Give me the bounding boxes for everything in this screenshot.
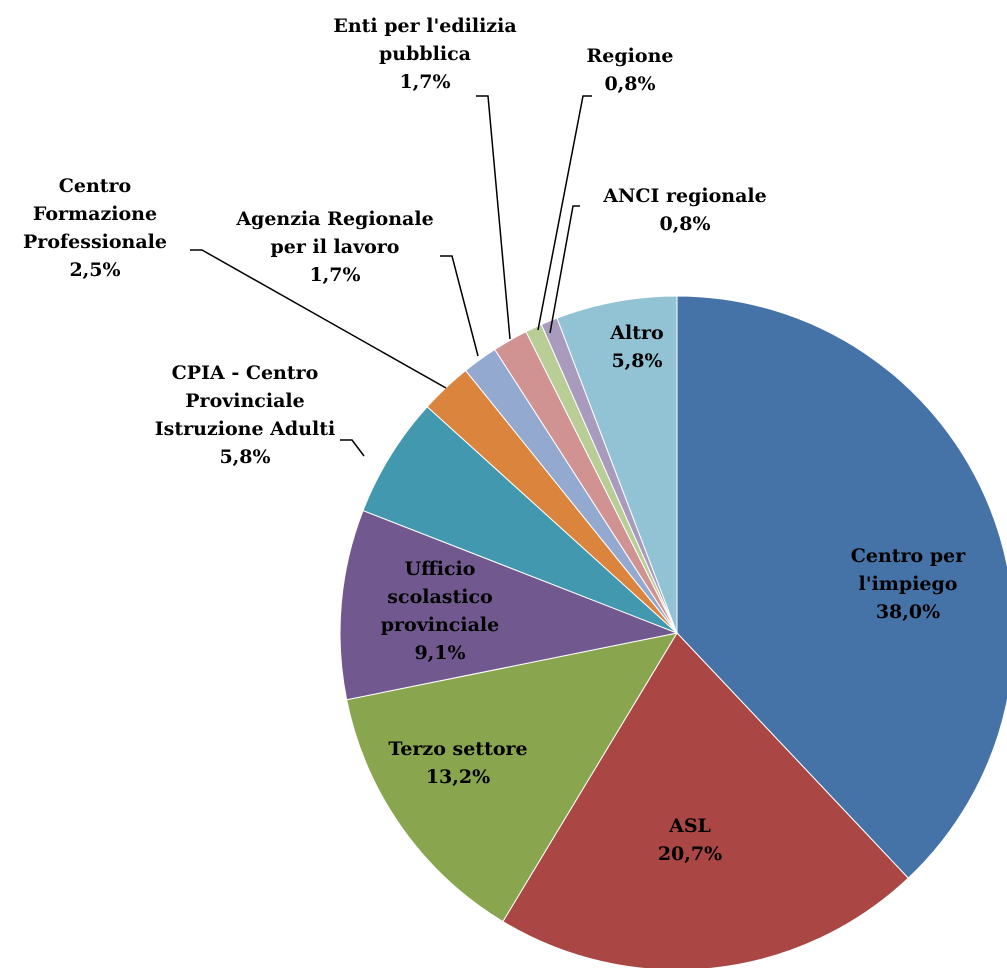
slice-label: Centro Formazione Professionale 2,5% <box>0 172 190 284</box>
slice-label: Altro 5,8% <box>597 319 677 375</box>
category-name: Regione <box>586 45 674 67</box>
value-label: 13,2% <box>425 766 491 788</box>
slice-label: CPIA - Centro Provinciale Istruzione Adu… <box>130 359 360 471</box>
slice-label: Centro per l'impiego 38,0% <box>823 542 993 626</box>
leader-line <box>440 255 479 357</box>
leader-line <box>340 439 365 457</box>
category-name: ANCI regionale <box>603 185 767 207</box>
slice-label: Regione 0,8% <box>575 42 685 98</box>
slice-label: Enti per l'edilizia pubblica 1,7% <box>300 12 550 96</box>
value-label: 20,7% <box>657 843 723 865</box>
category-name: Terzo settore <box>388 738 528 760</box>
slice-label: ASL 20,7% <box>630 812 750 868</box>
pie-slice <box>556 295 678 634</box>
category-name: Ufficio scolastico provinciale <box>380 558 500 636</box>
value-label: 0,8% <box>659 213 711 235</box>
category-name: CPIA - Centro Provinciale Istruzione Adu… <box>154 362 336 440</box>
leader-line <box>549 205 580 334</box>
slice-label: Ufficio scolastico provinciale 9,1% <box>370 555 510 667</box>
pie-slice <box>362 406 678 634</box>
leader-line <box>537 95 592 331</box>
value-label: 5,8% <box>611 350 663 372</box>
pie-slice <box>339 509 679 701</box>
leader-line <box>476 95 511 340</box>
category-name: Agenzia Regionale per il lavoro <box>236 208 434 258</box>
slice-label: Agenzia Regionale per il lavoro 1,7% <box>220 205 450 289</box>
value-label: 5,8% <box>219 446 271 468</box>
value-label: 2,5% <box>69 259 121 281</box>
value-label: 1,7% <box>309 264 361 286</box>
leader-line <box>190 249 447 389</box>
value-label: 38,0% <box>875 601 941 623</box>
value-label: 0,8% <box>604 73 656 95</box>
slice-label: ANCI regionale 0,8% <box>585 182 785 238</box>
pie-slice <box>346 632 679 923</box>
category-name: Centro per l'impiego <box>850 545 966 595</box>
category-name: Enti per l'edilizia pubblica <box>333 15 517 65</box>
value-label: 9,1% <box>414 642 466 664</box>
value-label: 1,7% <box>399 71 451 93</box>
category-name: Centro Formazione Professionale <box>23 175 167 253</box>
pie-slice <box>676 295 1007 879</box>
slice-label: Terzo settore 13,2% <box>358 735 558 791</box>
category-name: ASL <box>669 815 711 837</box>
category-name: Altro <box>610 322 664 344</box>
